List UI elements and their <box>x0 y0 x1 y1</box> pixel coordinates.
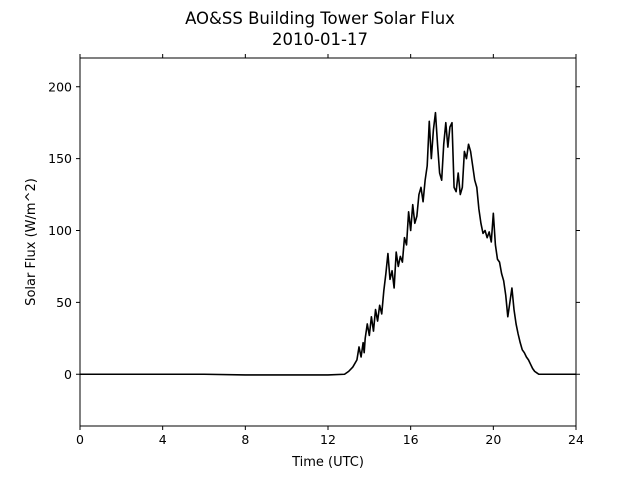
x-tick-label: 8 <box>241 432 249 447</box>
y-tick-label: 150 <box>48 151 72 166</box>
x-tick-label: 0 <box>76 432 84 447</box>
chart-subtitle: 2010-01-17 <box>272 30 368 49</box>
y-tick-label: 100 <box>48 223 72 238</box>
y-tick-label: 50 <box>56 295 72 310</box>
y-tick-label: 0 <box>64 367 72 382</box>
axis-ticks: 0 4 8 12 16 20 24 0 50 100 150 200 <box>48 54 584 447</box>
x-tick-label: 24 <box>568 432 584 447</box>
x-axis-label: Time (UTC) <box>291 455 364 470</box>
solar-flux-line <box>80 111 576 376</box>
x-tick-label: 20 <box>485 432 501 447</box>
plot-marks <box>80 111 576 376</box>
x-tick-label: 16 <box>403 432 419 447</box>
x-tick-label: 12 <box>320 432 336 447</box>
y-axis-label: Solar Flux (W/m^2) <box>24 178 39 306</box>
x-tick-label: 4 <box>159 432 167 447</box>
chart-title: AO&SS Building Tower Solar Flux <box>185 9 455 28</box>
plot-frame <box>79 57 577 427</box>
y-tick-label: 200 <box>48 79 72 94</box>
